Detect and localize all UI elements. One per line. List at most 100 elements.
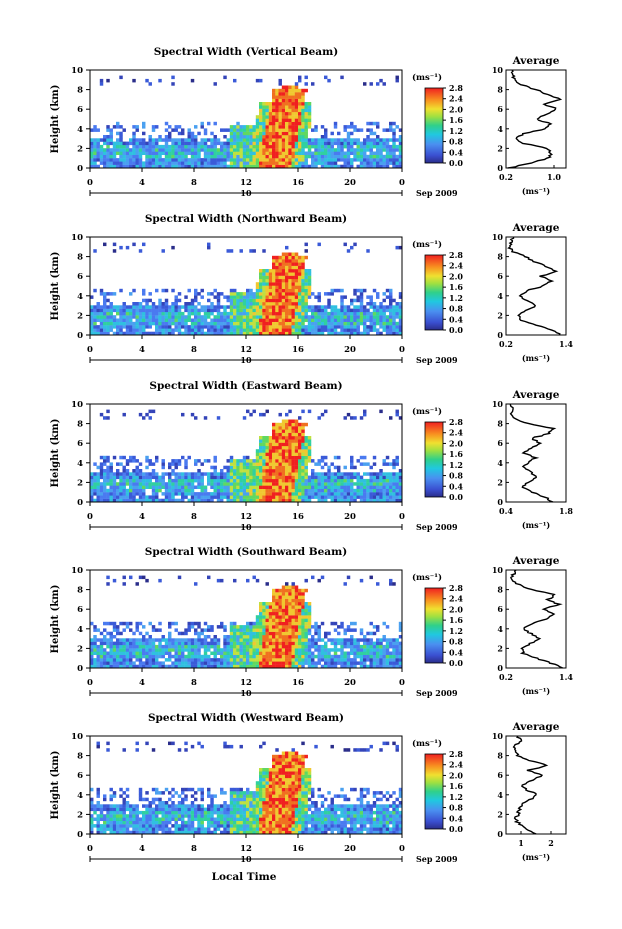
- heatmap-cell: [281, 138, 286, 142]
- heatmap-cell: [96, 305, 100, 309]
- heatmap-cell: [327, 631, 331, 636]
- heatmap-cell: [207, 472, 211, 476]
- heatmap-cell: [210, 158, 214, 162]
- heatmap-cell: [291, 92, 295, 96]
- heatmap-cell: [385, 144, 390, 149]
- heatmap-cell: [337, 465, 341, 470]
- heatmap-cell: [168, 325, 172, 329]
- heatmap-cell: [379, 148, 383, 152]
- heatmap-cell: [242, 472, 247, 476]
- heatmap-cell: [304, 658, 308, 662]
- heatmap-cell: [294, 272, 299, 276]
- heatmap-cell: [132, 138, 136, 142]
- heatmap-cell: [216, 164, 221, 169]
- heatmap-cell: [93, 475, 97, 480]
- heatmap-cell: [132, 641, 136, 646]
- heatmap-cell: [252, 315, 256, 319]
- heatmap-cell: [109, 638, 113, 642]
- heatmap-cell: [372, 485, 377, 489]
- heatmap-cell: [259, 611, 263, 616]
- heatmap-cell: [184, 328, 188, 332]
- heatmap-cells: [90, 409, 403, 503]
- heatmap-cell: [255, 498, 260, 503]
- heatmap-cell: [320, 498, 325, 503]
- heatmap-cell: [255, 318, 260, 322]
- heatmap-cell: [255, 121, 260, 126]
- heatmap-cell: [216, 154, 221, 159]
- heatmap-cell: [197, 302, 201, 306]
- heatmap-cell: [213, 148, 217, 152]
- heatmap-cell: [275, 158, 279, 162]
- heatmap-cell: [324, 321, 328, 326]
- heatmap-cell: [311, 128, 315, 132]
- heatmap-cell: [239, 459, 243, 463]
- heatmap-cell: [291, 161, 295, 165]
- heatmap-cell: [304, 436, 308, 440]
- heatmap-cell: [177, 158, 182, 162]
- heatmap-cell: [181, 131, 185, 136]
- heatmap-cell: [259, 121, 263, 126]
- heatmap-cell: [252, 321, 256, 326]
- heatmap-cell: [252, 311, 256, 316]
- heatmap-cell: [255, 654, 260, 659]
- heatmap-cell: [294, 302, 299, 306]
- heatmap-cell: [106, 582, 110, 586]
- heatmap-cell: [291, 585, 295, 589]
- heatmap-cell: [259, 102, 263, 106]
- heatmap-cell: [103, 148, 107, 152]
- heatmap-cell: [246, 661, 250, 665]
- heatmap-cell: [285, 98, 289, 103]
- heatmap-cell: [330, 658, 334, 662]
- heatmap-cell: [333, 638, 338, 642]
- heatmap-cell: [99, 288, 104, 293]
- heatmap-cell: [298, 269, 302, 273]
- heatmap-cell: [207, 164, 211, 169]
- heatmap-cell: [197, 315, 201, 319]
- heatmap-cell: [145, 148, 149, 152]
- heatmap-cell: [93, 128, 97, 132]
- heatmap-cell: [343, 331, 347, 336]
- heatmap-cell: [275, 265, 279, 270]
- heatmap-cell: [129, 161, 133, 165]
- heatmap-cell: [197, 154, 201, 159]
- heatmap-cell: [116, 651, 120, 655]
- heatmap-cell: [246, 128, 250, 132]
- heatmap-cell: [145, 164, 149, 169]
- heatmap-cell: [320, 644, 325, 649]
- heatmap-cell: [350, 331, 354, 336]
- heatmap-cell: [376, 121, 380, 126]
- heatmap-cell: [252, 308, 256, 313]
- heatmap-cell: [252, 498, 256, 503]
- heatmap-cell: [268, 615, 273, 619]
- heatmap-cell: [278, 488, 282, 493]
- heatmap-cell: [285, 111, 289, 116]
- heatmap-cell: [259, 144, 263, 149]
- heatmap-cell: [320, 164, 325, 169]
- heatmap-cell: [197, 459, 201, 463]
- heatmap-cell: [294, 455, 299, 460]
- heatmap-cell: [255, 164, 260, 169]
- heatmap-cell: [262, 661, 266, 665]
- heatmap-cell: [96, 475, 100, 480]
- heatmap-cell: [223, 475, 227, 480]
- heatmap-cell: [223, 315, 227, 319]
- heatmap-cell: [337, 495, 341, 499]
- heatmap-cell: [103, 654, 107, 659]
- heatmap-cell: [385, 331, 390, 336]
- heatmap-cell: [330, 315, 334, 319]
- heatmap-cell: [125, 641, 130, 646]
- heatmap-cell: [216, 625, 221, 629]
- heatmap-cell: [359, 161, 364, 165]
- heatmap-cell: [337, 625, 341, 629]
- heatmap-cell: [168, 318, 172, 322]
- heatmap-cell: [135, 325, 139, 329]
- heatmap-cell: [242, 648, 247, 652]
- heatmap-cell: [376, 318, 380, 322]
- heatmap-cell: [93, 658, 97, 662]
- heatmap-cell: [168, 621, 172, 626]
- heatmap-cell: [119, 135, 123, 139]
- heatmap-cell: [304, 158, 308, 162]
- heatmap-cell: [304, 295, 308, 299]
- heatmap-cell: [129, 321, 133, 326]
- heatmap-cell: [155, 328, 159, 332]
